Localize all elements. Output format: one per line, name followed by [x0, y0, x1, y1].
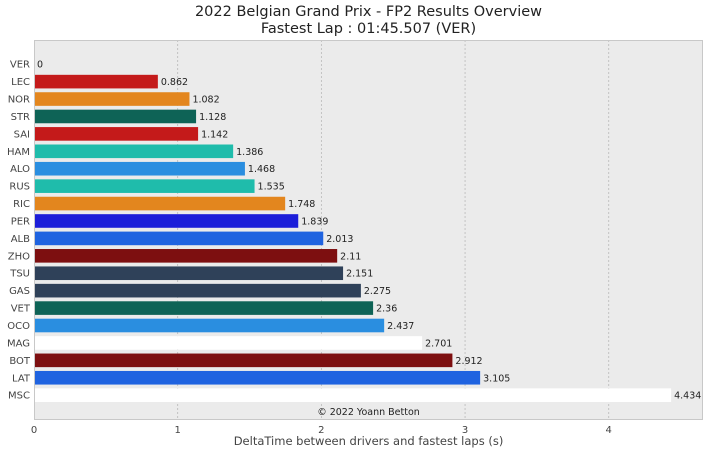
- x-tick-label: 4: [606, 425, 612, 436]
- y-tick-label: MSC: [8, 391, 30, 402]
- y-tick-label: STR: [11, 112, 30, 123]
- y-tick-label: SAI: [14, 129, 30, 140]
- bar-value-label: 2.36: [376, 304, 397, 315]
- bar-sai: [34, 127, 199, 141]
- y-tick-label: ZHO: [8, 251, 30, 262]
- bar-rus: [34, 179, 255, 193]
- bar-value-label: 2.013: [326, 234, 353, 245]
- credit-text: © 2022 Yoann Betton: [317, 407, 420, 418]
- bar-oco: [34, 318, 385, 333]
- bar-alo: [34, 161, 245, 176]
- bar-value-label: 2.275: [364, 286, 391, 297]
- bar-lat: [34, 370, 481, 385]
- y-tick-label: RIC: [13, 199, 30, 210]
- bar-ric: [34, 196, 286, 211]
- bar-vet: [34, 301, 374, 315]
- bar-mag: [34, 336, 423, 350]
- x-tick-label: 1: [174, 425, 180, 436]
- bar-tsu: [34, 266, 344, 281]
- y-tick-label: ALB: [11, 234, 30, 245]
- bar-value-label: 1.748: [288, 199, 315, 210]
- bar-str: [34, 109, 197, 124]
- y-tick-label: NOR: [8, 95, 30, 106]
- bar-value-label: 1.386: [236, 147, 263, 158]
- plot-border: [34, 40, 703, 420]
- chart-title: 2022 Belgian Grand Prix - FP2 Results Ov…: [194, 4, 543, 20]
- y-tick-label: VER: [10, 60, 30, 71]
- y-tick-label: HAM: [7, 147, 30, 158]
- y-tick-label: VET: [11, 304, 31, 315]
- y-tick-label: PER: [11, 216, 30, 227]
- bar-value-label: 2.437: [387, 321, 414, 332]
- y-tick-label: TSU: [9, 269, 30, 280]
- bar-alb: [34, 231, 324, 246]
- bar-nor: [34, 92, 190, 106]
- x-tick-label: 0: [31, 425, 37, 436]
- bar-gas: [34, 283, 361, 298]
- bar-per: [34, 214, 299, 228]
- bar-value-label: 3.105: [483, 373, 510, 384]
- y-tick-label: GAS: [9, 286, 30, 297]
- bar-value-label: 1.839: [301, 216, 328, 227]
- bar-value-label: 4.434: [674, 391, 701, 402]
- bar-ham: [34, 144, 234, 159]
- bar-value-label: 2.11: [340, 251, 361, 262]
- bar-value-label: 1.128: [199, 112, 226, 123]
- bar-value-label: 2.912: [455, 356, 482, 367]
- bar-value-label: 2.151: [346, 269, 373, 280]
- x-tick-label: 2: [318, 425, 324, 436]
- bar-value-label: 1.082: [192, 95, 219, 106]
- y-tick-label: LEC: [11, 77, 30, 88]
- bar-msc: [34, 388, 672, 402]
- bar-value-label: 1.535: [258, 182, 285, 193]
- bar-value-label: 2.701: [425, 338, 452, 349]
- bar-lec: [34, 74, 158, 89]
- bar-zho: [34, 249, 338, 263]
- y-tick-label: MAG: [7, 338, 30, 349]
- y-tick-label: RUS: [9, 182, 30, 193]
- bar-value-label: 0.862: [161, 77, 188, 88]
- bar-value-label: 1.468: [248, 164, 275, 175]
- y-tick-label: LAT: [12, 373, 31, 384]
- x-axis-label: DeltaTime between drivers and fastest la…: [234, 434, 504, 448]
- x-tick-label: 3: [462, 425, 468, 436]
- bar-bot: [34, 353, 453, 368]
- y-tick-label: BOT: [9, 356, 31, 367]
- y-tick-label: ALO: [10, 164, 30, 175]
- bar-value-label: 0: [37, 60, 43, 71]
- chart-subtitle: Fastest Lap : 01:45.507 (VER): [260, 21, 477, 37]
- y-tick-label: OCO: [7, 321, 30, 332]
- bar-value-label: 1.142: [201, 129, 228, 140]
